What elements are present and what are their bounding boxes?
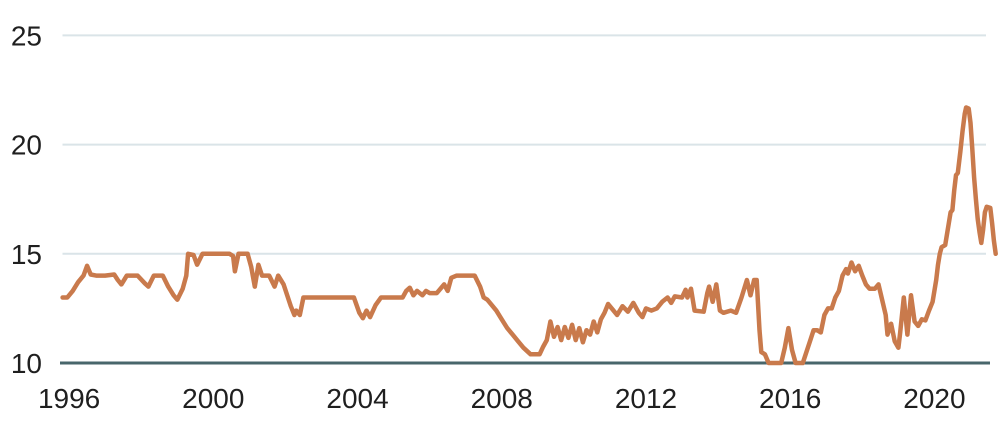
x-axis-labels: 1996 2000 2004 2008 2012 2016 2020 <box>38 383 966 414</box>
y-axis-labels: 10 15 20 25 <box>11 20 42 379</box>
gridlines <box>60 34 990 365</box>
data-line <box>60 105 998 366</box>
x-axis-tick-label: 2016 <box>759 383 821 414</box>
x-axis-tick-label: 2020 <box>903 383 965 414</box>
y-axis-tick-label: 10 <box>11 348 42 379</box>
x-axis-tick-label: 1996 <box>38 383 100 414</box>
y-axis-tick-label: 25 <box>11 20 42 51</box>
x-axis-tick-label: 2004 <box>326 383 388 414</box>
data-series <box>60 105 998 366</box>
x-axis-tick-label: 2000 <box>182 383 244 414</box>
x-axis-tick-label: 2008 <box>471 383 533 414</box>
y-axis-tick-label: 15 <box>11 239 42 270</box>
y-axis-tick-label: 20 <box>11 130 42 161</box>
x-axis-tick-label: 2012 <box>615 383 677 414</box>
